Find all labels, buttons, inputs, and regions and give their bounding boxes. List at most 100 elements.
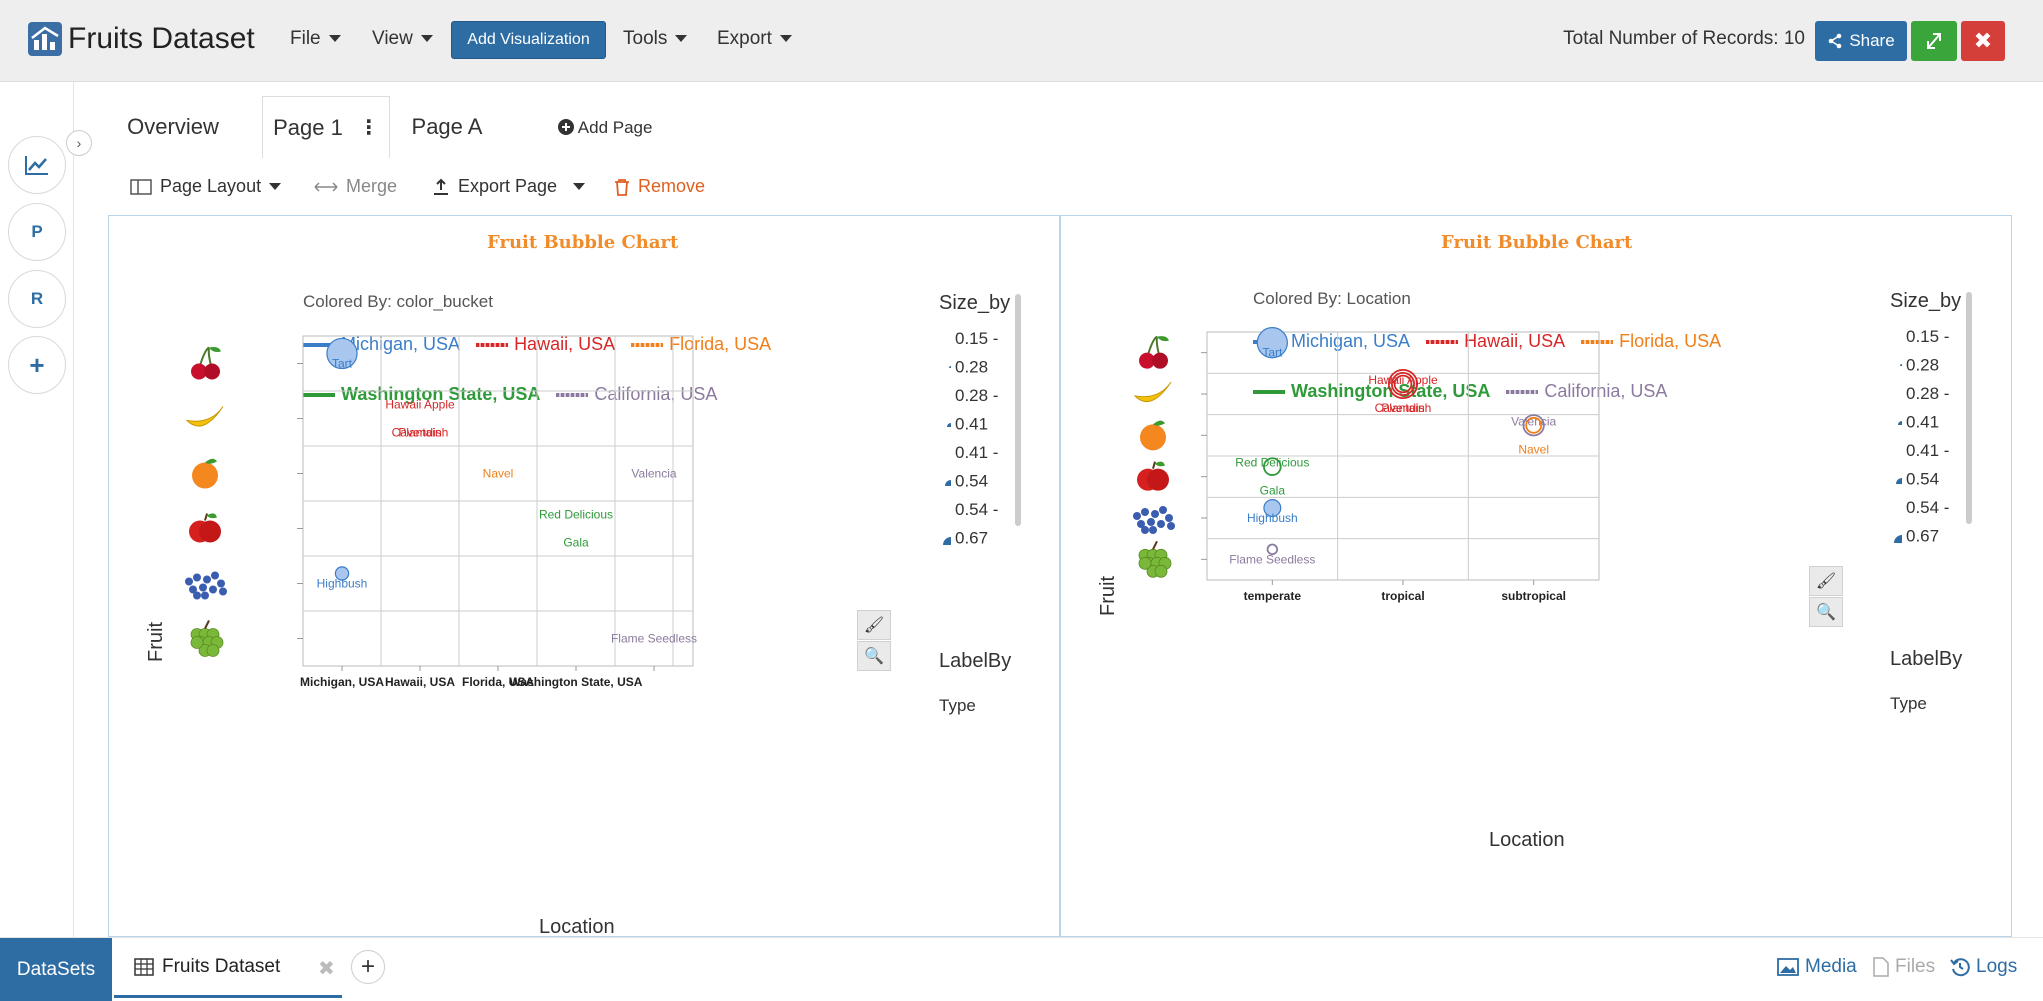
add-dataset-button[interactable]: + xyxy=(351,950,385,984)
datasets-button[interactable]: DataSets xyxy=(0,938,112,1001)
data-label: Cavendish xyxy=(392,426,449,440)
export-page-menu[interactable]: Export Page xyxy=(432,176,586,197)
legend-item[interactable]: Michigan, USA xyxy=(341,334,461,354)
legend-scrollbar[interactable] xyxy=(1015,294,1021,526)
size-by-marker xyxy=(1900,364,1902,366)
expand-button[interactable] xyxy=(1911,21,1957,61)
data-point[interactable] xyxy=(1393,374,1413,394)
data-point[interactable] xyxy=(1525,416,1543,434)
rail-chart-button[interactable] xyxy=(8,136,66,194)
zoom-tool-button[interactable]: 🔍 xyxy=(857,641,891,671)
merge-button[interactable]: Merge xyxy=(314,176,397,197)
chevron-down-icon xyxy=(420,35,433,43)
grape-icon xyxy=(190,620,224,657)
rail-p-button[interactable]: P xyxy=(8,203,66,261)
add-visualization-button[interactable]: Add Visualization xyxy=(451,21,606,59)
legend-item[interactable]: Florida, USA xyxy=(1619,331,1722,351)
page-layout-menu[interactable]: Page Layout xyxy=(130,176,282,197)
legend-item[interactable]: Washington State, USA xyxy=(341,384,541,404)
legend-scrollbar[interactable] xyxy=(1966,292,1972,524)
chevron-right-icon[interactable]: › xyxy=(66,130,92,156)
brush-icon: 🖌 xyxy=(863,617,885,634)
data-point[interactable] xyxy=(1263,499,1282,518)
legend-swatch xyxy=(631,342,664,347)
logs-link[interactable]: Logs xyxy=(1950,956,2017,978)
size-by-legend: 0.15 - 0.28 0.28 - 0.41 0.41 - 0.54 0.54 - 0.67 xyxy=(1894,327,1949,546)
data-point[interactable] xyxy=(1266,543,1279,556)
data-point[interactable] xyxy=(334,566,350,581)
data-point[interactable] xyxy=(1522,414,1545,437)
x-axis-label: Location xyxy=(1489,829,1565,851)
tab-overview[interactable]: Overview xyxy=(127,114,219,139)
more-vertical-icon[interactable]: ⋮ xyxy=(358,117,379,139)
data-point[interactable] xyxy=(1256,327,1288,359)
top-bar: Fruits Dataset File View Add Visualizati… xyxy=(0,0,2043,82)
label-by-value[interactable]: Type xyxy=(1890,694,1927,713)
close-tab-icon[interactable]: ✖ xyxy=(318,958,335,980)
menu-view[interactable]: View xyxy=(372,28,433,50)
page-layout-label: Page Layout xyxy=(160,176,262,196)
line-chart-icon xyxy=(25,156,48,175)
menu-file[interactable]: File xyxy=(290,28,341,50)
brush-tool-button[interactable]: 🖌 xyxy=(857,610,891,640)
plus-circle-icon xyxy=(558,119,574,135)
file-icon xyxy=(1873,957,1889,977)
expand-icon xyxy=(1927,33,1941,49)
legend-swatch xyxy=(1581,339,1614,344)
menu-view-label: View xyxy=(372,28,413,49)
trash-icon xyxy=(615,178,629,196)
remove-page-button[interactable]: Remove xyxy=(614,176,705,197)
media-link[interactable]: Media xyxy=(1777,956,1857,978)
tab-page-1[interactable]: Page 1 ⋮ xyxy=(262,96,390,158)
files-link[interactable]: Files xyxy=(1873,956,1935,978)
legend-row-1: Michigan, USA Hawaii, USA Florida, USA xyxy=(303,334,771,355)
close-button[interactable]: ✖ xyxy=(1961,21,2005,61)
data-label: Tart xyxy=(1262,346,1283,360)
share-icon xyxy=(1829,33,1842,49)
data-point[interactable] xyxy=(1263,457,1282,476)
label-by-title: LabelBy xyxy=(939,650,1012,672)
data-label: Valencia xyxy=(1511,414,1556,428)
brush-tool-button[interactable]: 🖌 xyxy=(1809,566,1843,596)
chevron-down-icon xyxy=(675,35,688,43)
legend-item[interactable]: Hawaii, USA xyxy=(1464,331,1566,351)
size-by-range-label: 0.54 - xyxy=(955,500,998,519)
data-label: Hawaii Apple xyxy=(385,398,455,412)
table-icon xyxy=(134,957,154,976)
tab-page-a[interactable]: Page A xyxy=(411,114,483,139)
size-by-range-label: 0.15 - xyxy=(955,329,998,348)
menu-export[interactable]: Export xyxy=(717,28,792,50)
logs-label: Logs xyxy=(1976,956,2018,977)
data-label: Navel xyxy=(1518,442,1549,456)
add-page-button[interactable]: Add Page xyxy=(558,118,652,138)
legend-item[interactable]: Hawaii, USA xyxy=(514,334,616,354)
rail-add-button[interactable]: + xyxy=(8,336,66,394)
cherry-icon xyxy=(1139,335,1169,369)
label-by-title: LabelBy xyxy=(1890,648,1963,670)
size-by-marker xyxy=(1896,478,1902,484)
data-label: Valencia xyxy=(631,467,676,481)
zoom-tool-button[interactable]: 🔍 xyxy=(1809,597,1843,627)
legend-item[interactable]: California, USA xyxy=(1544,381,1668,401)
menu-tools[interactable]: Tools xyxy=(623,28,688,50)
size-by-legend: 0.15 - 0.28 0.28 - 0.41 0.41 - 0.54 0.54 - 0.67 xyxy=(943,329,998,548)
size-by-marker xyxy=(947,423,951,427)
data-point[interactable] xyxy=(326,337,358,370)
share-label: Share xyxy=(1849,31,1895,50)
dataset-tab[interactable]: Fruits Dataset xyxy=(114,938,342,998)
legend-swatch xyxy=(303,392,335,397)
size-by-range-label: 0.28 xyxy=(1906,356,1939,375)
data-label: Flame Seedless xyxy=(1229,552,1315,566)
legend-item[interactable]: Michigan, USA xyxy=(1291,331,1411,351)
data-point[interactable] xyxy=(1387,368,1419,400)
legend-swatch xyxy=(1506,389,1539,394)
legend-item[interactable]: Florida, USA xyxy=(669,334,772,354)
chevron-down-icon xyxy=(573,183,586,190)
label-by-value[interactable]: Type xyxy=(939,696,976,715)
share-button[interactable]: Share xyxy=(1815,21,1907,61)
size-by-range-label: 0.28 - xyxy=(1906,384,1949,403)
legend-item[interactable]: California, USA xyxy=(594,384,718,404)
data-point[interactable] xyxy=(1390,371,1415,396)
size-by-range-label: 0.28 xyxy=(955,358,988,377)
rail-r-button[interactable]: R xyxy=(8,270,66,328)
